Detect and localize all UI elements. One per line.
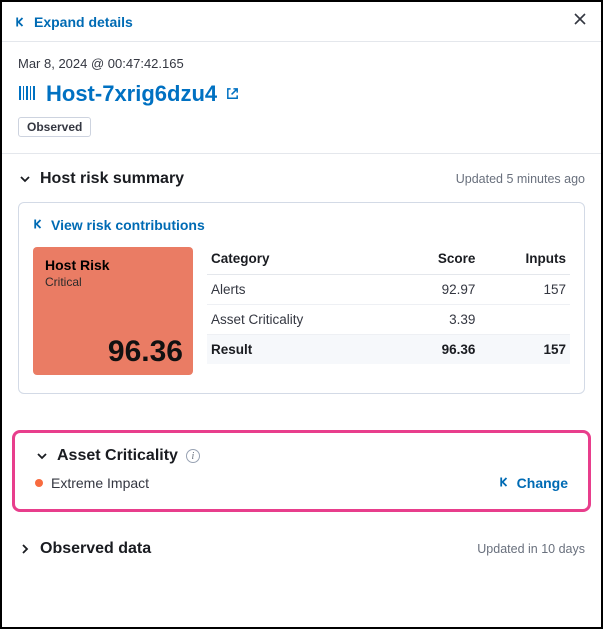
expand-details-label: Expand details xyxy=(34,14,133,30)
timestamp: Mar 8, 2024 @ 00:47:42.165 xyxy=(18,56,585,71)
asset-criticality-highlight: Asset Criticality i Extreme Impact Chang… xyxy=(12,430,591,512)
risk-tile: Host Risk Critical 96.36 xyxy=(33,247,193,375)
table-row: Alerts 92.97 157 xyxy=(207,275,570,305)
chevron-right-icon xyxy=(18,542,32,556)
cell-inputs xyxy=(479,305,570,335)
cell-inputs: 157 xyxy=(479,335,570,365)
host-name-link[interactable]: Host-7xrig6dzu4 xyxy=(46,81,217,107)
host-risk-summary-section: Host risk summary Updated 5 minutes ago … xyxy=(18,154,585,412)
change-button[interactable]: Change xyxy=(499,475,568,491)
expand-details-link[interactable]: Expand details xyxy=(14,14,133,30)
asset-criticality-value-row: Extreme Impact xyxy=(35,475,149,491)
table-row: Asset Criticality 3.39 xyxy=(207,305,570,335)
collapse-left-icon xyxy=(33,217,45,233)
cell-score: 92.97 xyxy=(394,275,479,305)
chevron-down-icon xyxy=(18,172,32,186)
risk-card: View risk contributions Host Risk Critic… xyxy=(18,202,585,394)
view-risk-contributions-link[interactable]: View risk contributions xyxy=(33,217,570,233)
topbar: Expand details xyxy=(2,2,601,42)
barcode-icon xyxy=(18,81,38,107)
view-risk-contributions-label: View risk contributions xyxy=(51,217,205,233)
collapse-left-icon xyxy=(14,15,28,29)
cell-category: Asset Criticality xyxy=(207,305,394,335)
risk-tile-level: Critical xyxy=(45,275,181,289)
risk-updated-label: Updated 5 minutes ago xyxy=(456,172,585,186)
popout-icon[interactable] xyxy=(225,81,240,107)
risk-tile-title: Host Risk xyxy=(45,257,181,273)
host-title-row: Host-7xrig6dzu4 xyxy=(18,81,585,107)
close-button[interactable] xyxy=(573,12,587,31)
col-score: Score xyxy=(394,247,479,275)
cell-score: 96.36 xyxy=(394,335,479,365)
cell-score: 3.39 xyxy=(394,305,479,335)
status-dot xyxy=(35,479,43,487)
col-inputs: Inputs xyxy=(479,247,570,275)
observed-updated-label: Updated in 10 days xyxy=(477,542,585,556)
table-result-row: Result 96.36 157 xyxy=(207,335,570,365)
cell-inputs: 157 xyxy=(479,275,570,305)
host-risk-summary-title: Host risk summary xyxy=(40,170,184,188)
risk-tile-score: 96.36 xyxy=(108,335,183,369)
observed-data-toggle[interactable]: Observed data xyxy=(18,540,151,558)
observed-data-title: Observed data xyxy=(40,540,151,558)
asset-criticality-title: Asset Criticality xyxy=(57,447,178,465)
change-label: Change xyxy=(517,475,568,491)
asset-criticality-toggle[interactable]: Asset Criticality i xyxy=(35,447,568,465)
risk-table: Category Score Inputs Alerts 92.97 157 xyxy=(207,247,570,375)
chevron-down-icon xyxy=(35,449,49,463)
observed-badge: Observed xyxy=(18,117,91,137)
asset-criticality-value: Extreme Impact xyxy=(51,475,149,491)
cell-category: Alerts xyxy=(207,275,394,305)
col-category: Category xyxy=(207,247,394,275)
info-icon[interactable]: i xyxy=(186,449,200,463)
observed-data-section: Observed data Updated in 10 days xyxy=(18,512,585,576)
host-risk-summary-toggle[interactable]: Host risk summary xyxy=(18,170,184,188)
collapse-left-icon xyxy=(499,475,511,491)
cell-category: Result xyxy=(207,335,394,365)
